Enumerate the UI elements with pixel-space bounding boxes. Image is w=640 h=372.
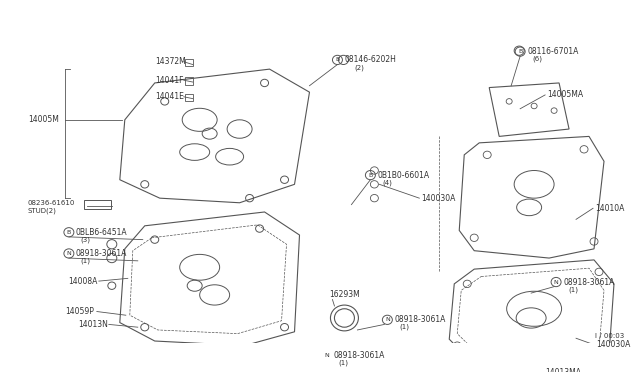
Text: (1): (1) bbox=[339, 360, 348, 366]
Text: (4): (4) bbox=[382, 179, 392, 186]
Text: 08918-3061A: 08918-3061A bbox=[394, 315, 445, 324]
Text: 08918-3061A: 08918-3061A bbox=[76, 249, 127, 258]
Text: 140030A: 140030A bbox=[596, 340, 630, 349]
Text: B: B bbox=[335, 57, 340, 62]
Text: 14041F: 14041F bbox=[155, 76, 183, 85]
Text: 08116-6701A: 08116-6701A bbox=[527, 47, 579, 56]
Text: FRONT: FRONT bbox=[0, 371, 1, 372]
Text: 08236-61610: 08236-61610 bbox=[28, 200, 76, 206]
Text: 0BLB6-6451A: 0BLB6-6451A bbox=[76, 228, 127, 237]
Text: 08918-3061A: 08918-3061A bbox=[333, 351, 385, 360]
Text: N: N bbox=[554, 279, 559, 285]
Text: 14372M: 14372M bbox=[155, 57, 186, 66]
Text: (6): (6) bbox=[532, 56, 542, 62]
Text: 08918-3061A: 08918-3061A bbox=[563, 278, 614, 286]
Text: STUD(2): STUD(2) bbox=[28, 208, 57, 214]
Text: (1): (1) bbox=[81, 257, 91, 264]
Text: 14005MA: 14005MA bbox=[547, 90, 583, 99]
Text: 0B1B0-6601A: 0B1B0-6601A bbox=[378, 171, 429, 180]
Text: B: B bbox=[67, 230, 71, 235]
Text: (1): (1) bbox=[568, 286, 578, 293]
Text: 14059P: 14059P bbox=[65, 307, 94, 316]
Text: B: B bbox=[368, 173, 372, 177]
Text: N: N bbox=[385, 317, 390, 322]
Text: I / 00:03: I / 00:03 bbox=[595, 333, 624, 339]
Text: B: B bbox=[518, 49, 522, 54]
Text: 14013MA: 14013MA bbox=[545, 368, 581, 372]
Text: 08146-6202H: 08146-6202H bbox=[344, 55, 396, 64]
Text: 14041E: 14041E bbox=[155, 92, 184, 101]
Text: 140030A: 140030A bbox=[421, 194, 456, 203]
Text: 14010A: 14010A bbox=[595, 204, 625, 213]
Text: 14013N: 14013N bbox=[78, 320, 108, 329]
Text: N: N bbox=[67, 251, 71, 256]
Text: (1): (1) bbox=[399, 324, 410, 330]
Text: 16293M: 16293M bbox=[330, 291, 360, 299]
Text: 14005M: 14005M bbox=[28, 115, 59, 124]
Text: N: N bbox=[324, 353, 329, 358]
Text: 14008A: 14008A bbox=[68, 277, 97, 286]
Text: (3): (3) bbox=[81, 236, 91, 243]
Text: (2): (2) bbox=[355, 64, 364, 71]
